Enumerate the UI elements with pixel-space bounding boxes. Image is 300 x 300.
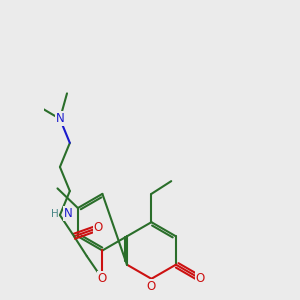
Text: O: O	[94, 221, 103, 234]
Text: O: O	[196, 272, 205, 285]
Text: N: N	[56, 112, 64, 125]
Text: O: O	[98, 272, 107, 285]
Text: N: N	[64, 207, 72, 220]
Text: H: H	[51, 209, 59, 219]
Text: O: O	[147, 280, 156, 293]
